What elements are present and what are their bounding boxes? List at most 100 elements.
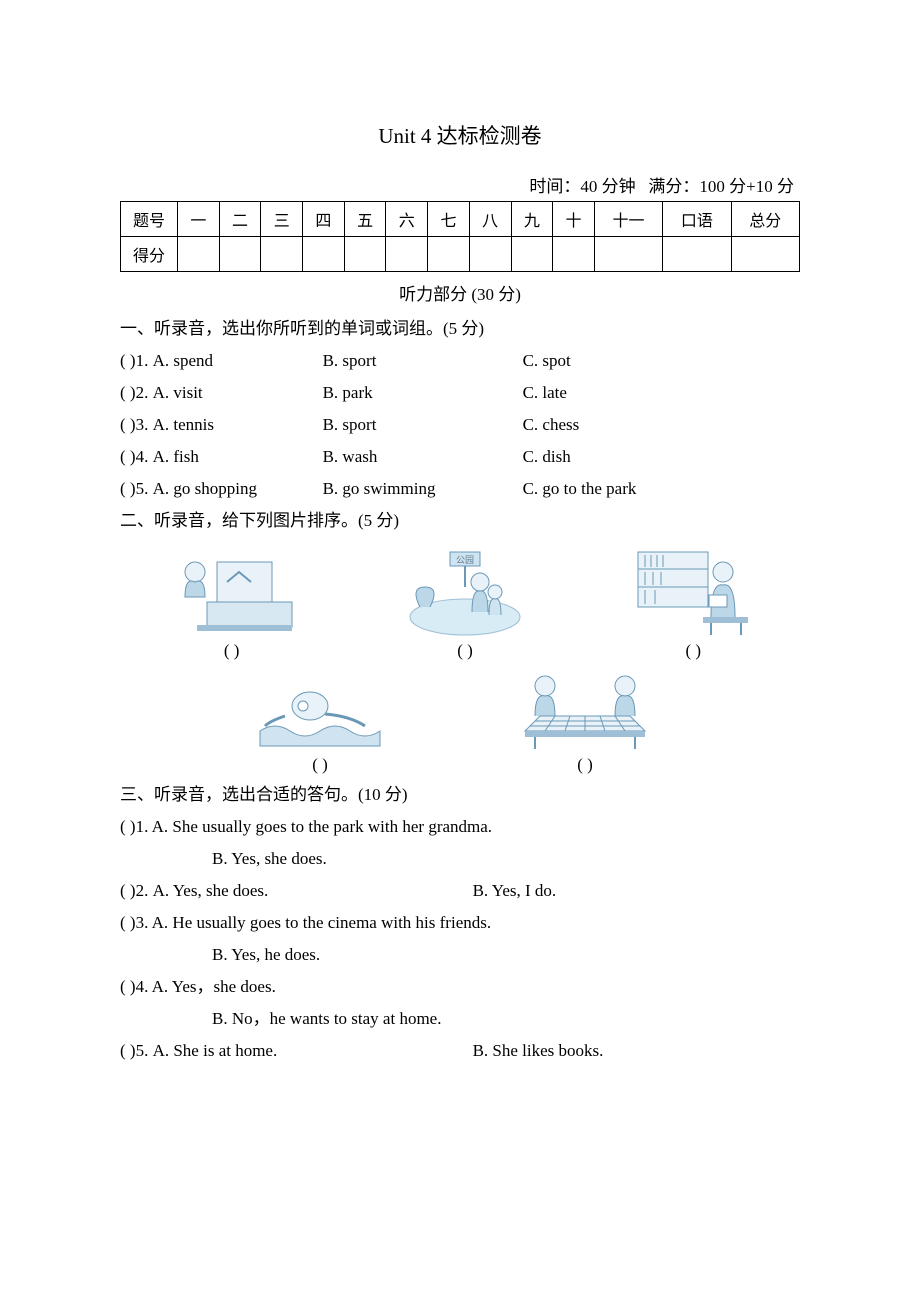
blank-cell[interactable] [303,237,345,272]
blank-cell[interactable] [663,237,731,272]
answer-blank[interactable]: ( ) [255,755,385,775]
answer-blank[interactable]: ( ) [633,641,753,661]
answer-blank[interactable]: ( ) [120,811,136,843]
image-item-swim: ( ) [255,676,385,775]
opt-b: B. No，he wants to stay at home. [212,1009,441,1028]
opt-b: B. She likes books. [473,1041,604,1060]
opt-a: A. She usually goes to the park with her… [152,817,492,836]
table-row: 题号 一 二 三 四 五 六 七 八 九 十 十一 口语 总分 [121,202,800,237]
qnum: 1 [136,351,145,370]
answer-blank[interactable]: ( ) [120,971,136,1003]
opt-a: A. Yes，she does. [152,977,276,996]
list-item: ( )2. A. Yes, she does.B. Yes, I do. [120,875,800,907]
blank-cell[interactable] [511,237,553,272]
opt-b: B. park [323,377,523,409]
opt-c: C. spot [523,351,571,370]
answer-blank[interactable]: ( ) [505,755,665,775]
page: Unit 4 达标检测卷 时间：40 分钟 满分：100 分+10 分 题号 一… [0,0,920,1302]
opt-a: A. visit [153,377,323,409]
col: 一 [178,202,220,237]
answer-blank[interactable]: ( ) [120,441,136,473]
section-heading: 三、听录音，选出合适的答句。(10 分) [120,779,800,811]
opt-b-line: B. Yes, he does. [120,939,800,971]
list-item: ( )5. A. She is at home.B. She likes boo… [120,1035,800,1067]
section-heading: 一、听录音，选出你所听到的单词或词组。(5 分) [120,313,800,345]
qnum: 2 [136,383,145,402]
listening-header: 听力部分 (30 分) [120,280,800,305]
qnum: 4 [136,447,145,466]
opt-a: A. tennis [153,409,323,441]
opt-b-line: B. No，he wants to stay at home. [120,1003,800,1035]
full-label: 满分： [648,177,699,196]
image-row-1: ( ) 公园 ( ) [120,547,800,661]
col: 三 [261,202,303,237]
opt-a: A. spend [153,345,323,377]
blank-cell[interactable] [344,237,386,272]
score-table: 题号 一 二 三 四 五 六 七 八 九 十 十一 口语 总分 得分 [120,201,800,272]
opt-c: C. chess [523,415,580,434]
answer-blank[interactable]: ( ) [120,473,136,505]
swim-icon [255,676,385,751]
page-title: Unit 4 达标检测卷 [120,120,800,150]
image-item-park: 公园 ( ) [390,547,540,661]
opt-b: B. sport [323,409,523,441]
answer-blank[interactable]: ( ) [120,1035,136,1067]
park-icon: 公园 [390,547,540,637]
col: 五 [344,202,386,237]
section-heading: 二、听录音，给下列图片排序。(5 分) [120,505,800,537]
image-item-computer: ( ) [167,547,297,661]
col: 四 [303,202,345,237]
opt-b: B. Yes, I do. [473,881,557,900]
col: 六 [386,202,428,237]
opt-c: C. late [523,383,567,402]
answer-blank[interactable]: ( ) [120,377,136,409]
opt-a: A. fish [153,441,323,473]
opt-a: A. go shopping [153,473,323,505]
opt-a: A. She is at home. [153,1035,473,1067]
list-item: ( )1. A. She usually goes to the park wi… [120,811,800,843]
opt-b: B. wash [323,441,523,473]
blank-cell[interactable] [261,237,303,272]
col: 七 [428,202,470,237]
opt-c: C. go to the park [523,479,637,498]
opt-b: B. Yes, she does. [212,849,327,868]
blank-cell[interactable] [178,237,220,272]
list-item: ( )3. A. He usually goes to the cinema w… [120,907,800,939]
list-item: ( )1. A. spendB. sportC. spot [120,345,800,377]
image-item-chess: ( ) [505,671,665,775]
qnum: 3 [136,415,145,434]
answer-blank[interactable]: ( ) [120,875,136,907]
answer-blank[interactable]: ( ) [167,641,297,661]
chess-icon [505,671,665,751]
s3-items: ( )1. A. She usually goes to the park wi… [120,811,800,1067]
answer-blank[interactable]: ( ) [120,907,136,939]
blank-cell[interactable] [731,237,799,272]
blank-cell[interactable] [428,237,470,272]
blank-cell[interactable] [469,237,511,272]
list-item: ( )4. A. Yes，she does. [120,971,800,1003]
answer-blank[interactable]: ( ) [120,345,136,377]
col: 八 [469,202,511,237]
row-label: 得分 [121,237,178,272]
blank-cell[interactable] [386,237,428,272]
col: 九 [511,202,553,237]
image-row-2: ( ) ( ) [120,671,800,775]
col: 口语 [663,202,731,237]
library-icon [633,547,753,637]
opt-a: A. He usually goes to the cinema with hi… [152,913,491,932]
list-item: ( )5. A. go shoppingB. go swimmingC. go … [120,473,800,505]
meta-line: 时间：40 分钟 满分：100 分+10 分 [120,172,800,197]
blank-cell[interactable] [553,237,595,272]
opt-a: A. Yes, she does. [153,875,473,907]
opt-b: B. go swimming [323,473,523,505]
col: 十一 [594,202,662,237]
col: 十 [553,202,595,237]
blank-cell[interactable] [219,237,261,272]
image-item-library: ( ) [633,547,753,661]
blank-cell[interactable] [594,237,662,272]
opt-b: B. Yes, he does. [212,945,320,964]
full-value: 100 分+10 分 [699,177,794,196]
answer-blank[interactable]: ( ) [390,641,540,661]
answer-blank[interactable]: ( ) [120,409,136,441]
computer-icon [167,547,297,637]
